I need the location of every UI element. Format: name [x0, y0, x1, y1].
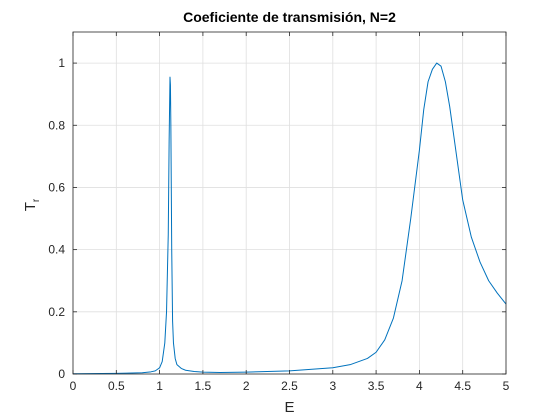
y-tick-label: 0.6 — [48, 180, 65, 194]
y-tick-label: 0.2 — [48, 305, 65, 319]
chart-title: Coeficiente de transmisión, N=2 — [183, 9, 396, 25]
series-line — [72, 62, 507, 375]
x-tick-label: 3 — [329, 379, 336, 393]
x-tick-label: 1.5 — [195, 379, 212, 393]
y-axis-label-group: Tr — [22, 198, 42, 211]
x-tick-label: 4 — [416, 379, 423, 393]
tick-labels: 0 0.5 1 1.5 2 2.5 3 3.5 4 4.5 5 0 0.2 0.4 0.6 0.8 1 — [48, 56, 509, 393]
y-axis-label-subscript: r — [31, 198, 42, 202]
y-axis-label: Tr — [22, 198, 42, 211]
x-tick-label: 0 — [70, 379, 77, 393]
x-tick-label: 4.5 — [454, 379, 471, 393]
y-tick-label: 0 — [58, 367, 65, 381]
y-tick-label: 1 — [58, 56, 65, 70]
x-tick-label: 0.5 — [108, 379, 125, 393]
y-axis-label-main: T — [22, 202, 39, 211]
x-tick-label: 2 — [243, 379, 250, 393]
data-layer — [72, 62, 507, 375]
y-tick-label: 0.8 — [48, 118, 65, 132]
ticks — [72, 32, 507, 375]
x-tick-label: 5 — [503, 379, 510, 393]
x-tick-label: 1 — [156, 379, 163, 393]
x-tick-label: 3.5 — [368, 379, 385, 393]
x-tick-label: 2.5 — [281, 379, 298, 393]
x-axis-label: E — [284, 399, 294, 416]
y-tick-label: 0.4 — [48, 243, 65, 257]
